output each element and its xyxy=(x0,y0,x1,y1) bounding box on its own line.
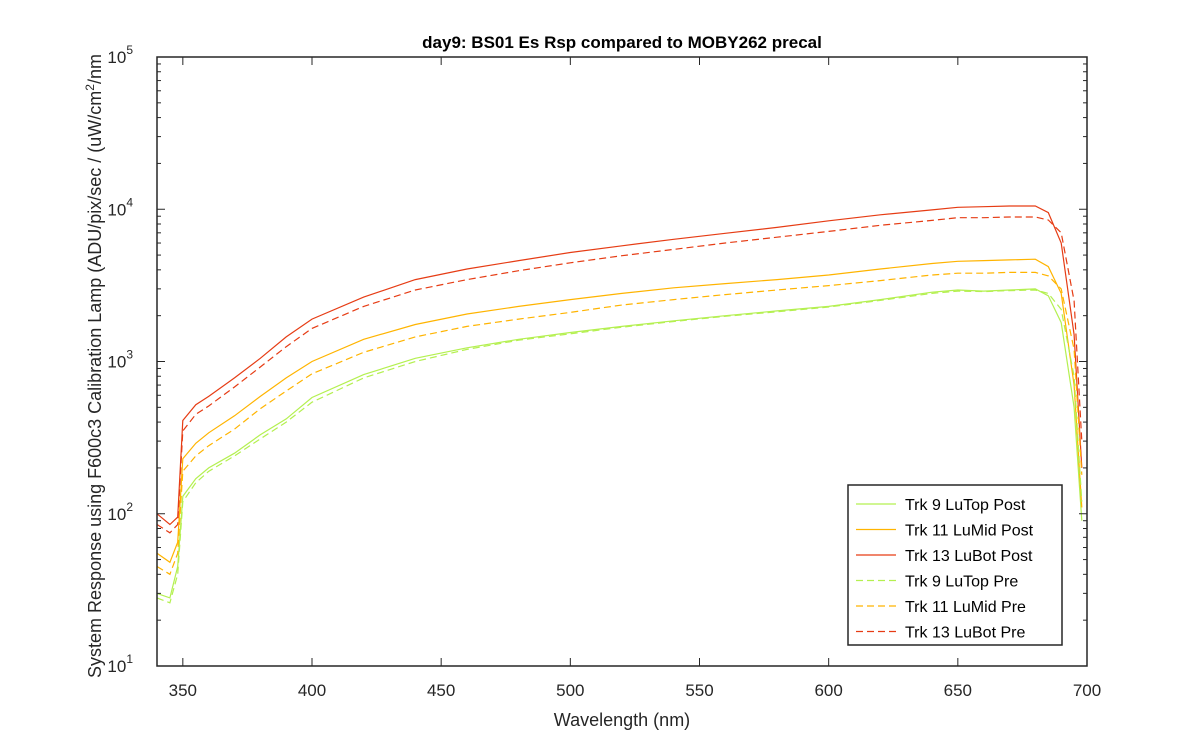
y-axis-ticks: 101 102 103 104 105 xyxy=(107,43,1087,676)
series-line-3 xyxy=(156,205,1083,526)
x-tick-label: 600 xyxy=(814,681,842,700)
y-tick-label: 104 xyxy=(107,195,133,219)
legend-label-3: Trk 13 LuBot Post xyxy=(905,548,1033,565)
legend-box xyxy=(847,484,1063,646)
series-layer xyxy=(156,205,1083,604)
x-tick-label: 700 xyxy=(1073,681,1101,700)
y-tick-label: 101 xyxy=(107,652,133,676)
x-tick-label: 550 xyxy=(685,681,713,700)
y-axis-label: System Response using F600c3 Calibration… xyxy=(83,54,105,678)
x-axis-ticks: 350 400 450 500 550 600 650 700 xyxy=(169,57,1101,700)
series-line-1 xyxy=(156,288,1083,599)
legend: Trk 9 LuTop Post Trk 11 LuMid Post Trk 13 … xyxy=(847,484,1063,646)
x-tick-label: 450 xyxy=(427,681,455,700)
x-axis-label: Wavelength (nm) xyxy=(554,710,690,730)
y-axis-label-tail: /nm xyxy=(85,54,105,84)
legend-label-1: Trk 9 LuTop Post xyxy=(905,497,1026,514)
x-tick-label: 500 xyxy=(556,681,584,700)
x-tick-label: 400 xyxy=(298,681,326,700)
series-line-6 xyxy=(156,216,1083,534)
legend-label-5: Trk 11 LuMid Pre xyxy=(905,599,1026,616)
y-tick-label: 102 xyxy=(107,500,133,524)
legend-label-6: Trk 13 LuBot Pre xyxy=(905,625,1025,642)
y-tick-label: 103 xyxy=(107,348,133,372)
series-line-4 xyxy=(156,289,1083,604)
legend-label-4: Trk 9 LuTop Pre xyxy=(905,574,1018,591)
y-axis-label-main: System Response using F600c3 Calibration… xyxy=(85,91,105,678)
y-axis-label-superscript: 2 xyxy=(83,84,97,91)
x-tick-label: 350 xyxy=(169,681,197,700)
x-tick-label: 650 xyxy=(944,681,972,700)
series-line-5 xyxy=(156,271,1083,576)
legend-label-2: Trk 11 LuMid Post xyxy=(905,523,1034,540)
y-tick-label: 105 xyxy=(107,43,133,67)
chart-title: day9: BS01 Es Rsp compared to MOBY262 pr… xyxy=(422,33,822,52)
series-line-2 xyxy=(156,258,1083,564)
